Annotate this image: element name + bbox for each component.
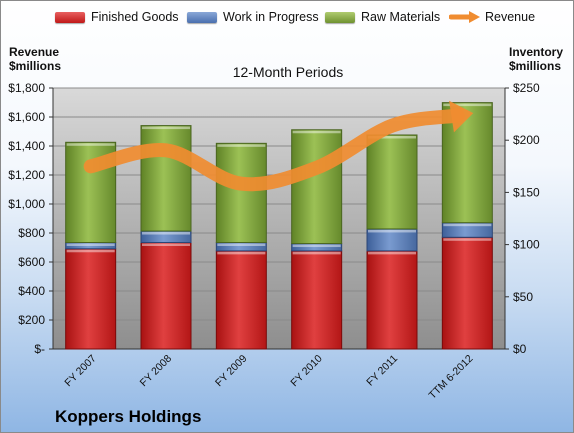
chart-subtitle: 12-Month Periods <box>232 64 344 80</box>
legend-label: Finished Goods <box>91 10 179 24</box>
legend-finished-goods: Finished Goods <box>55 10 179 24</box>
bar-highlight <box>292 130 341 134</box>
bar-raw-materials <box>140 125 192 232</box>
finished-goods-swatch <box>55 11 85 23</box>
right-tick-label: $150 <box>513 185 540 199</box>
legend-label: Work in Progress <box>223 10 319 24</box>
legend: Finished Goods Work in Progress Raw Mate… <box>1 10 573 30</box>
bar-finished-goods <box>140 242 192 350</box>
bar-finished-goods <box>215 250 267 350</box>
right-axis-title-line1: Inventory <box>509 45 564 59</box>
work-in-progress-swatch <box>187 11 217 23</box>
left-tick-label: $1,800 <box>8 81 45 95</box>
right-axis-title: Inventory $millions <box>509 45 563 73</box>
legend-raw-materials: Raw Materials <box>325 10 440 24</box>
revenue-line <box>83 108 465 192</box>
category-label: FY 2009 <box>213 353 250 390</box>
bar-highlight <box>217 251 266 255</box>
bar-highlight <box>217 243 266 247</box>
revenue-line-swatch <box>449 11 480 23</box>
left-tick-label: $1,600 <box>8 110 45 124</box>
bar-highlight <box>292 251 341 255</box>
bar-finished-goods <box>441 236 493 350</box>
legend-work-in-progress: Work in Progress <box>187 10 319 24</box>
bar-highlight <box>66 243 115 247</box>
right-tick-label: $250 <box>513 81 540 95</box>
right-axis-title-line2: $millions <box>509 59 562 73</box>
bar-highlight <box>142 126 190 130</box>
plot-area <box>53 88 505 349</box>
category-label: FY 2007 <box>62 353 99 390</box>
bar-highlight <box>368 229 416 233</box>
left-tick-label: $200 <box>18 313 45 327</box>
left-tick-label: $- <box>34 342 45 356</box>
category-label: FY 2010 <box>288 353 325 390</box>
left-axis-title-line1: Revenue <box>9 45 60 59</box>
right-tick-label: $200 <box>513 133 540 147</box>
bar-raw-materials <box>291 129 343 245</box>
category-label: TTM 6-2012 <box>427 353 476 402</box>
legend-revenue: Revenue <box>449 10 535 24</box>
right-tick-label: $0 <box>513 342 527 356</box>
bar-highlight <box>217 144 266 147</box>
left-tick-label: $400 <box>18 284 45 298</box>
bar-raw-materials <box>366 134 418 230</box>
company-name: Koppers Holdings <box>55 407 202 426</box>
bar-highlight <box>368 135 416 139</box>
category-label: FY 2011 <box>364 353 400 389</box>
left-tick-label: $1,400 <box>8 139 45 153</box>
bar-highlight <box>142 243 190 247</box>
bar-highlight <box>292 244 341 248</box>
legend-label: Raw Materials <box>361 10 441 24</box>
bar-finished-goods <box>366 250 418 350</box>
bar-highlight <box>66 143 115 146</box>
bar-finished-goods <box>291 250 343 350</box>
bar-highlight <box>142 232 190 235</box>
bar-highlight <box>443 238 492 241</box>
bar-finished-goods <box>65 248 117 350</box>
left-axis-title: Revenue $millions <box>9 45 61 73</box>
revenue-arrowhead <box>449 100 474 133</box>
bar-highlight <box>443 103 492 107</box>
left-tick-label: $1,200 <box>8 168 45 182</box>
left-axis-title-line2: $millions <box>9 59 62 73</box>
bar-highlight <box>66 249 115 253</box>
bar-raw-materials <box>215 142 267 244</box>
left-tick-label: $1,000 <box>8 197 45 211</box>
left-tick-label: $600 <box>18 255 45 269</box>
bar-highlight <box>368 251 416 255</box>
right-tick-label: $100 <box>513 238 540 252</box>
category-label: FY 2008 <box>138 353 175 390</box>
bar-highlight <box>443 223 492 227</box>
legend-label: Revenue <box>485 10 536 24</box>
left-tick-label: $800 <box>18 226 45 240</box>
raw-materials-swatch <box>325 11 355 23</box>
right-tick-label: $50 <box>513 290 533 304</box>
